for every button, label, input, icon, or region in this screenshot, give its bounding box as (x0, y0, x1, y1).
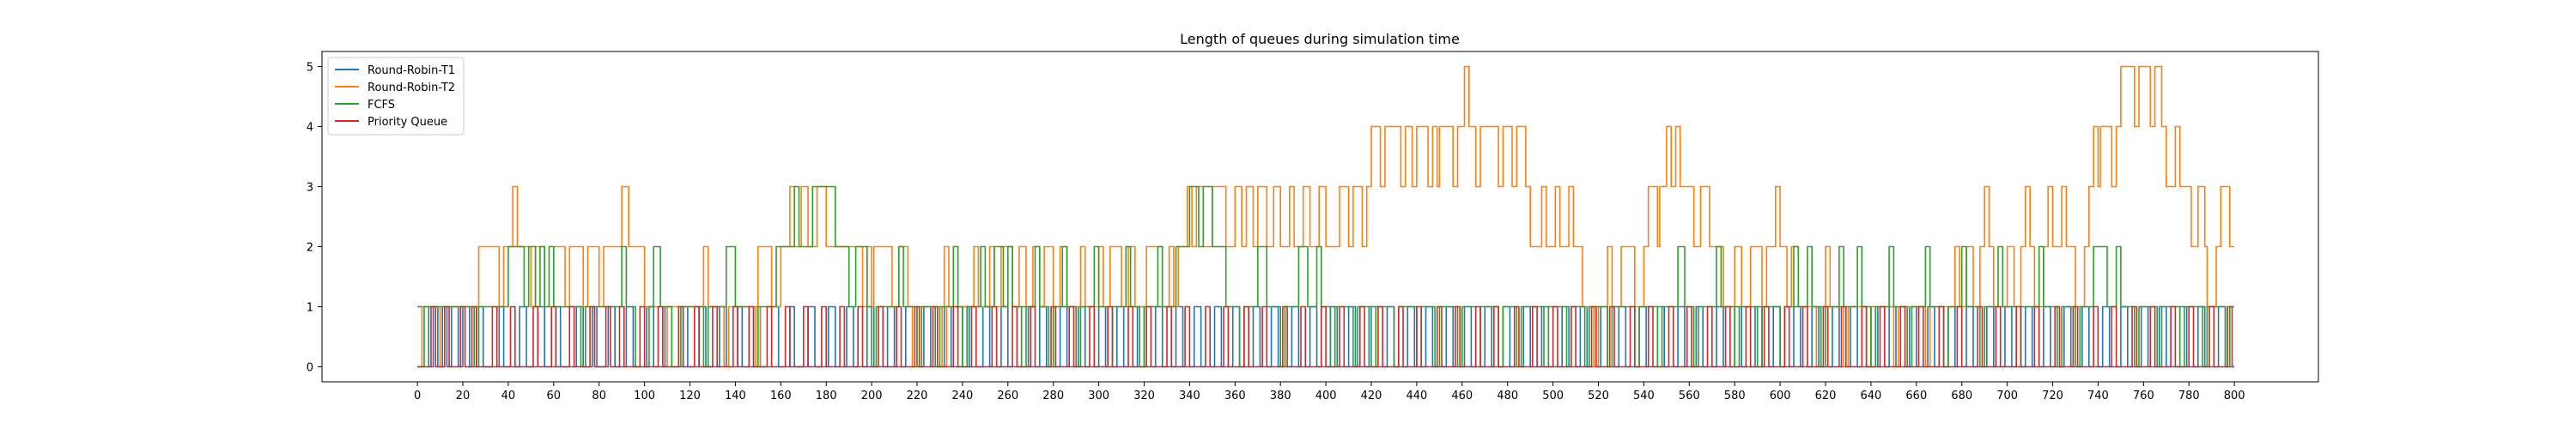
x-tick-label: 540 (1633, 390, 1655, 402)
x-tick-label: 160 (770, 390, 792, 402)
y-tick-label: 1 (307, 302, 313, 315)
x-tick-label: 360 (1224, 390, 1246, 402)
x-tick-label: 100 (634, 390, 655, 402)
x-tick-label: 680 (1951, 390, 1972, 402)
x-tick-label: 580 (1724, 390, 1746, 402)
y-tick-label: 3 (307, 182, 313, 195)
y-tick-label: 4 (307, 122, 313, 135)
x-tick-label: 180 (816, 390, 837, 402)
y-tick-label: 0 (307, 362, 313, 375)
x-tick-label: 140 (725, 390, 746, 402)
legend-label-round-robin-t2: Round-Robin-T2 (368, 82, 455, 94)
x-tick-label: 800 (2224, 390, 2245, 402)
legend-label-priority-queue: Priority Queue (368, 116, 447, 129)
x-tick-label: 460 (1451, 390, 1473, 402)
x-tick-label: 520 (1588, 390, 1609, 402)
x-tick-label: 700 (1996, 390, 2018, 402)
series-line-fcfs (417, 185, 2235, 368)
x-tick-label: 240 (951, 390, 973, 402)
x-tick-label: 660 (1905, 390, 1927, 402)
x-tick-label: 620 (1815, 390, 1837, 402)
legend-label-round-robin-t1: Round-Robin-T1 (368, 64, 455, 77)
x-tick-label: 20 (456, 390, 471, 402)
legend: Round-Robin-T1 Round-Robin-T2 FCFS Priority… (327, 57, 465, 136)
x-tick-label: 340 (1179, 390, 1200, 402)
x-tick-label: 220 (907, 390, 928, 402)
x-tick-label: 380 (1270, 390, 1291, 402)
y-axis-ticks: 0 1 2 3 4 5 (307, 62, 322, 375)
y-tick-label: 5 (307, 62, 313, 75)
x-tick-label: 480 (1497, 390, 1518, 402)
x-tick-label: 300 (1088, 390, 1109, 402)
x-tick-label: 60 (547, 390, 562, 402)
series-line-round-robin-t2 (417, 65, 2235, 368)
x-tick-label: 280 (1042, 390, 1064, 402)
chart-title: Length of queues during simulation time (1180, 31, 1460, 47)
x-axis-ticks: 0 20 40 60 80 100 120 140 160 180 200 220 240 260 280 3… (414, 382, 2245, 402)
x-tick-label: 560 (1679, 390, 1700, 402)
x-tick-label: 0 (414, 390, 421, 402)
x-tick-label: 320 (1133, 390, 1155, 402)
x-tick-label: 780 (2178, 390, 2200, 402)
x-tick-label: 80 (592, 390, 606, 402)
x-tick-label: 720 (2042, 390, 2063, 402)
x-tick-label: 120 (679, 390, 701, 402)
plot-frame (321, 51, 2319, 383)
x-tick-label: 740 (2087, 390, 2109, 402)
x-tick-label: 260 (997, 390, 1018, 402)
x-tick-label: 500 (1542, 390, 1564, 402)
x-tick-label: 600 (1770, 390, 1791, 402)
x-tick-label: 400 (1315, 390, 1337, 402)
y-tick-label: 2 (307, 242, 313, 255)
series-line-priority-queue (417, 305, 2235, 368)
series-lines (417, 65, 2235, 368)
x-tick-label: 200 (861, 390, 883, 402)
x-tick-label: 640 (1861, 390, 1882, 402)
legend-box (327, 57, 465, 136)
x-tick-label: 40 (501, 390, 516, 402)
x-tick-label: 760 (2133, 390, 2154, 402)
x-tick-label: 440 (1406, 390, 1428, 402)
x-tick-label: 420 (1361, 390, 1382, 402)
legend-label-fcfs: FCFS (368, 99, 395, 112)
